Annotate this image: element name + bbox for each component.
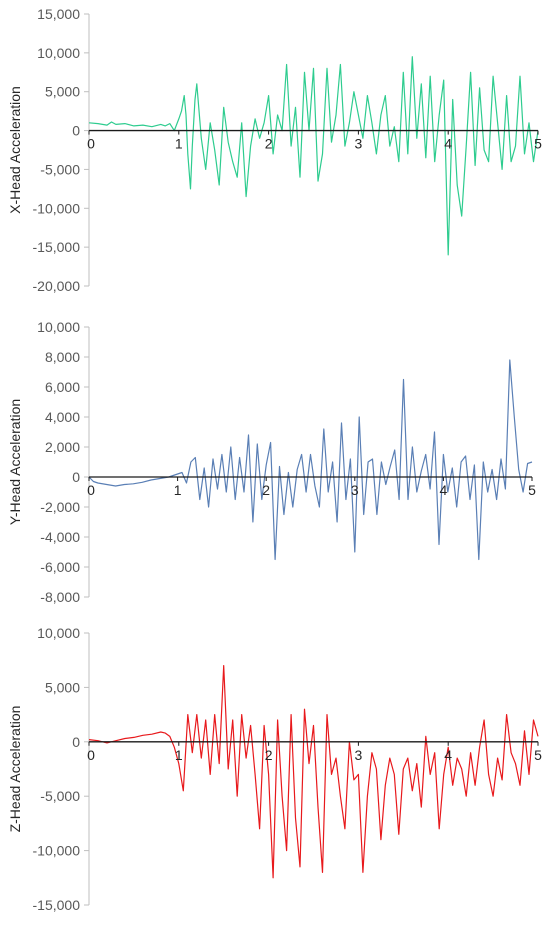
y-tick-label: -15,000 — [33, 239, 81, 255]
x-tick-label: 1 — [175, 747, 183, 763]
chart-y-head: 10,000 8,000 6,000 4,000 2,000 0 -2,000 -4,000 -… — [7, 319, 536, 605]
chart-x-head: 15,000 10,000 5,000 0 -5,000 -10,000 -15,000 -2… — [7, 6, 542, 294]
y-tick-label: 8,000 — [45, 349, 80, 365]
y-tick-label: -10,000 — [33, 843, 81, 859]
series-line — [88, 56, 539, 256]
x-tick-label: 0 — [87, 482, 95, 498]
chart-z-head: 10,000 5,000 0 -5,000 -10,000 -15,000 Z-Head A… — [7, 625, 542, 913]
y-tick-label: -4,000 — [40, 529, 80, 545]
y-tick-label: 6,000 — [45, 379, 80, 395]
y-tick-label: 0 — [72, 469, 80, 485]
y-tick-label: -5,000 — [40, 788, 80, 804]
y-tick-label: -15,000 — [33, 897, 81, 913]
y-tick-label: 5,000 — [45, 84, 80, 100]
y-tick-label: -8,000 — [40, 589, 80, 605]
x-tick-label: 0 — [87, 136, 95, 152]
x-tick-label: 5 — [528, 482, 536, 498]
series-line — [88, 359, 533, 561]
x-tick-label: 4 — [440, 482, 448, 498]
y-tick-label: -6,000 — [40, 559, 80, 575]
x-tick-label: 4 — [444, 747, 452, 763]
y-tick-label: 10,000 — [37, 319, 80, 335]
series-line — [88, 664, 539, 879]
y-tick-label: -2,000 — [40, 499, 80, 515]
x-tick-label: 0 — [87, 747, 95, 763]
y-tick-label: -5,000 — [40, 161, 80, 177]
x-tick-label: 4 — [444, 136, 452, 152]
x-tick-label: 3 — [351, 482, 359, 498]
y-tick-label: 5,000 — [45, 679, 80, 695]
y-tick-label: 10,000 — [37, 625, 80, 641]
y-axis-title: Y-Head Acceleration — [7, 399, 23, 525]
y-tick-label: 2,000 — [45, 439, 80, 455]
x-tick-label: 3 — [355, 747, 363, 763]
y-tick-label: 10,000 — [37, 45, 80, 61]
y-tick-label: 0 — [72, 123, 80, 139]
x-tick-label: 2 — [265, 747, 273, 763]
y-axis-title: Z-Head Acceleration — [7, 706, 23, 833]
y-axis-title: X-Head Acceleration — [7, 86, 23, 214]
x-tick-label: 5 — [534, 747, 542, 763]
x-tick-label: 3 — [355, 136, 363, 152]
x-tick-label: 5 — [534, 136, 542, 152]
y-tick-label: 0 — [72, 734, 80, 750]
y-tick-label: -10,000 — [33, 200, 81, 216]
x-tick-label: 2 — [265, 136, 273, 152]
y-tick-label: 15,000 — [37, 6, 80, 22]
y-tick-label: 4,000 — [45, 409, 80, 425]
y-tick-label: -20,000 — [33, 278, 81, 294]
x-tick-label: 1 — [175, 136, 183, 152]
x-tick-label: 1 — [174, 482, 182, 498]
x-tick-label: 2 — [262, 482, 270, 498]
